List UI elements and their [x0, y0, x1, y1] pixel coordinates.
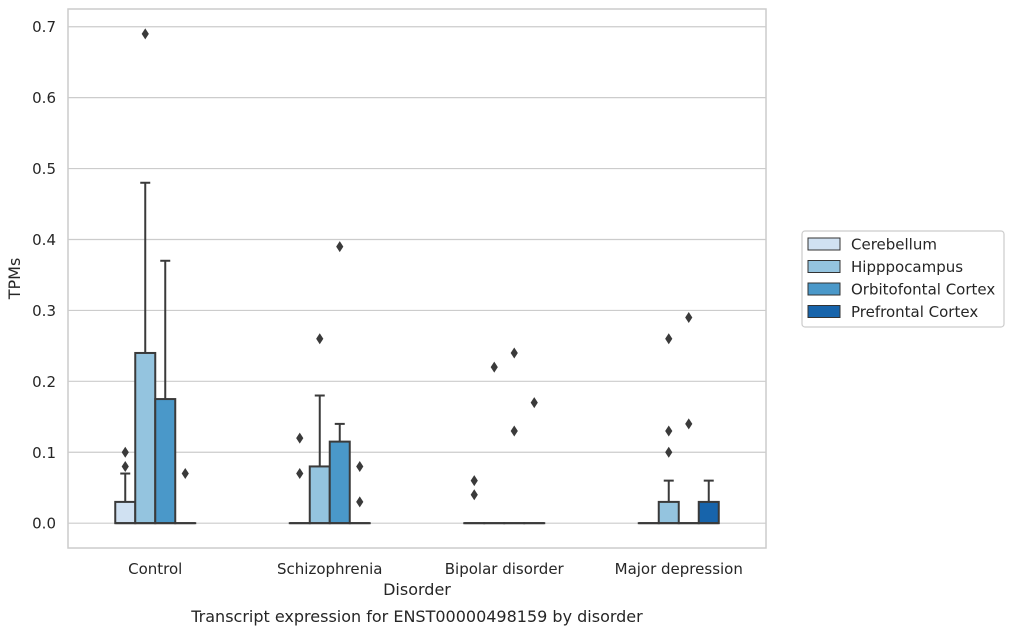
- y-tick-label: 0.1: [32, 444, 56, 462]
- box-hipppocampus: [308, 333, 331, 525]
- legend-label: Hipppocampus: [851, 258, 963, 276]
- outlier-point: [296, 432, 304, 444]
- box-prefrontal-cortex: [523, 397, 546, 525]
- x-axis-ticks: Control Schizophrenia Bipolar disorder Majo…: [128, 560, 743, 578]
- box-series: [114, 28, 720, 525]
- legend-swatch: [807, 305, 841, 318]
- outlier-point: [470, 475, 478, 487]
- box-orbitofontal-cortex: [328, 241, 351, 525]
- outlier-point: [121, 446, 129, 458]
- box-body: [114, 500, 137, 525]
- outlier-point: [685, 418, 693, 430]
- box-cerebellum: [114, 446, 137, 525]
- box-hipppocampus: [483, 361, 506, 525]
- y-tick-label: 0.4: [32, 231, 56, 249]
- outlier-point: [356, 460, 364, 472]
- box-body: [697, 500, 720, 525]
- legend-frame: [801, 230, 1005, 328]
- y-tick-label: 0.0: [32, 515, 56, 533]
- outlier-point: [316, 333, 324, 345]
- outlier-point: [510, 425, 518, 437]
- box-orbitofontal-cortex: [154, 259, 177, 525]
- x-tick-label: Schizophrenia: [277, 560, 382, 578]
- box-body: [657, 500, 680, 525]
- plot-area-frame: [67, 8, 767, 549]
- legend-swatch: [807, 237, 841, 251]
- outlier-point: [181, 468, 189, 480]
- chart-caption: Transcript expression for ENST0000049815…: [190, 607, 643, 626]
- outlier-point: [530, 397, 538, 409]
- outlier-point: [336, 241, 344, 253]
- x-tick-label: Major depression: [615, 560, 743, 578]
- y-tick-label: 0.6: [32, 89, 56, 107]
- box-prefrontal-cortex: [348, 460, 371, 525]
- outlier-point: [141, 28, 149, 40]
- outlier-point: [685, 312, 693, 324]
- outlier-point: [356, 496, 364, 508]
- outlier-point: [510, 347, 518, 359]
- box-body: [154, 398, 177, 525]
- box-hipppocampus: [657, 333, 680, 525]
- box-hipppocampus: [134, 28, 157, 525]
- box-cerebellum: [463, 475, 486, 525]
- y-tick-label: 0.5: [32, 160, 56, 178]
- x-tick-label: Control: [128, 560, 182, 578]
- legend-label: Orbitofontal Cortex: [851, 281, 995, 299]
- outlier-point: [296, 468, 304, 480]
- legend-swatch: [807, 260, 841, 273]
- y-tick-label: 0.7: [32, 18, 56, 36]
- outlier-point: [470, 489, 478, 501]
- outlier-point: [665, 333, 673, 345]
- box-prefrontal-cortex: [174, 468, 197, 525]
- outlier-point: [665, 425, 673, 437]
- box-body: [134, 351, 157, 525]
- outlier-point: [121, 460, 129, 472]
- x-tick-label: Bipolar disorder: [445, 560, 565, 578]
- y-tick-label: 0.2: [32, 373, 56, 391]
- outlier-point: [665, 446, 673, 458]
- y-tick-label: 0.3: [32, 302, 56, 320]
- legend-label: Prefrontal Cortex: [851, 303, 978, 321]
- legend: Cerebellum Hipppocampus Orbitofontal Corte…: [801, 230, 1005, 328]
- legend-label: Cerebellum: [851, 236, 937, 254]
- box-body: [328, 440, 351, 525]
- y-axis-label: TPMs: [5, 258, 24, 301]
- legend-swatch: [807, 282, 841, 296]
- box-orbitofontal-cortex: [677, 312, 700, 525]
- box-prefrontal-cortex: [697, 479, 720, 525]
- y-axis-ticks: 0.0 0.1 0.2 0.3 0.4 0.5 0.6 0.7: [32, 18, 56, 532]
- box-body: [308, 465, 331, 525]
- grid-lines: [68, 26, 766, 524]
- x-axis-label: Disorder: [383, 580, 451, 599]
- outlier-point: [490, 361, 498, 373]
- box-orbitofontal-cortex: [503, 347, 526, 525]
- box-cerebellum: [288, 432, 311, 525]
